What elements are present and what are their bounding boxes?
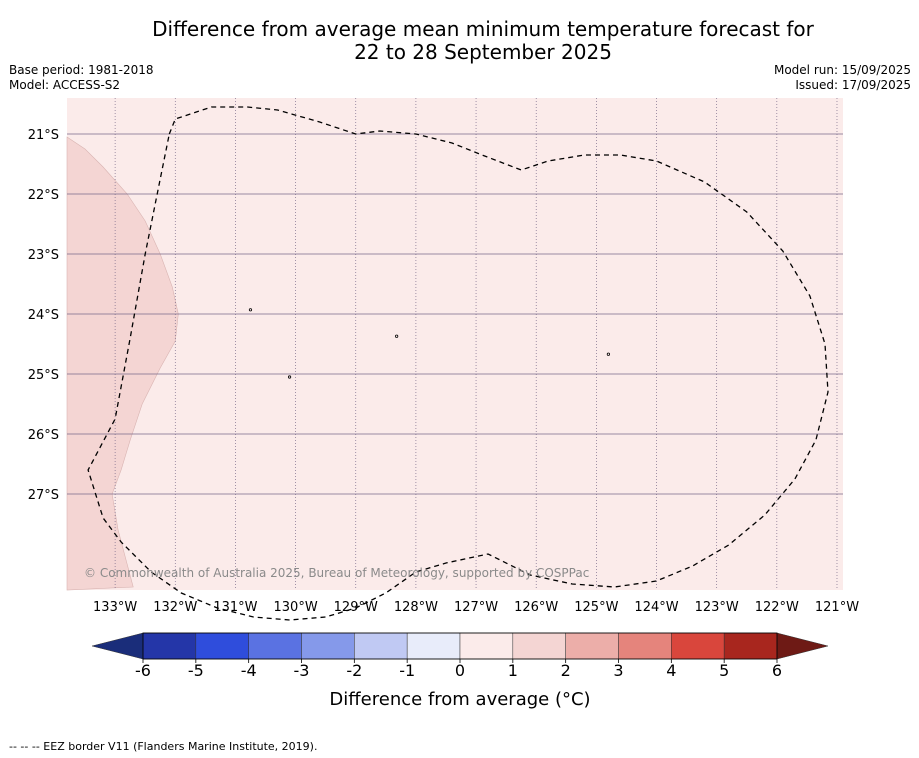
islands — [248, 308, 610, 379]
eez-footnote: -- -- -- EEZ border V11 (Flanders Marine… — [9, 740, 318, 753]
meta-left: Base period: 1981-2018 Model: ACCESS-S2 — [9, 63, 154, 93]
x-tick-label: 126°W — [514, 600, 558, 615]
x-tick-label: 125°W — [574, 600, 618, 615]
colorbar-segment — [142, 632, 197, 660]
colorbar-tick-label: 0 — [455, 661, 465, 680]
colorbar-tick-label: 6 — [772, 661, 782, 680]
y-tick-label: 27°S — [28, 488, 59, 503]
colorbar-tick-label: 2 — [561, 661, 571, 680]
y-tick-label: 23°S — [28, 248, 59, 263]
colorbar-tick-label: -6 — [135, 661, 151, 680]
model-name: Model: ACCESS-S2 — [9, 78, 121, 92]
colorbar-segment — [248, 632, 302, 660]
colorbar-segment — [195, 632, 249, 660]
y-axis-ticks: 21°S 22°S 23°S 24°S 25°S 26°S 27°S — [28, 128, 59, 503]
issued-date: Issued: 17/09/2025 — [795, 78, 911, 92]
x-tick-label: 129°W — [334, 600, 378, 615]
colorbar-tick-label: -5 — [188, 661, 204, 680]
colorbar-segment — [671, 632, 725, 660]
colorbar-segment — [618, 632, 672, 660]
y-tick-label: 24°S — [28, 308, 59, 323]
anomaly-region-1-to-2 — [66, 136, 179, 591]
colorbar-segment — [301, 632, 355, 660]
colorbar-segment — [565, 632, 619, 660]
copyright-text: © Commonwealth of Australia 2025, Bureau… — [84, 566, 589, 580]
title-line-1: Difference from average mean minimum tem… — [152, 17, 814, 41]
colorbar-tick-label: 1 — [508, 661, 518, 680]
island — [395, 334, 399, 338]
colorbar-tick-label: 5 — [719, 661, 729, 680]
eez-border — [87, 106, 829, 621]
colorbar-extend-low — [91, 632, 144, 660]
base-period: Base period: 1981-2018 — [9, 63, 154, 77]
island — [606, 352, 610, 356]
model-run: Model run: 15/09/2025 — [773, 63, 911, 77]
x-tick-label: 124°W — [634, 600, 678, 615]
colorbar-tick-label: -3 — [294, 661, 310, 680]
colorbar-extend-high — [776, 632, 829, 660]
colorbar-label: Difference from average (°C) — [329, 689, 590, 710]
x-tick-label: 128°W — [394, 600, 438, 615]
x-tick-label: 132°W — [153, 600, 197, 615]
island — [287, 375, 292, 379]
x-tick-label: 127°W — [454, 600, 498, 615]
colorbar-tick-label: 3 — [613, 661, 623, 680]
gridlines — [67, 98, 843, 590]
colorbar: -6 -5 -4 -3 -2 -1 0 1 2 3 4 5 6 — [91, 632, 829, 680]
y-tick-label: 26°S — [28, 428, 59, 443]
map-background — [67, 98, 843, 590]
x-tick-label: 121°W — [815, 600, 859, 615]
y-tick-label: 25°S — [28, 368, 59, 383]
y-tick-label: 21°S — [28, 128, 59, 143]
colorbar-segment — [459, 632, 514, 660]
map-area: © Commonwealth of Australia 2025, Bureau… — [66, 98, 843, 621]
colorbar-segment — [406, 632, 461, 660]
colorbar-tick-label: -1 — [399, 661, 415, 680]
x-axis-ticks: 133°W 132°W 131°W 130°W 129°W 128°W 127°W 126°W… — [93, 600, 859, 615]
colorbar-segment — [512, 632, 566, 660]
meta-right: Model run: 15/09/2025 Issued: 17/09/2025 — [774, 63, 911, 93]
y-tick-label: 22°S — [28, 188, 59, 203]
colorbar-tick-label: -4 — [241, 661, 257, 680]
colorbar-tick-label: -2 — [346, 661, 362, 680]
colorbar-tick-label: 4 — [666, 661, 676, 680]
x-tick-label: 133°W — [93, 600, 137, 615]
title-line-2: 22 to 28 September 2025 — [354, 40, 612, 64]
chart-title: Difference from average mean minimum tem… — [0, 18, 919, 64]
x-tick-label: 122°W — [755, 600, 799, 615]
x-tick-label: 130°W — [274, 600, 318, 615]
island — [248, 308, 253, 312]
colorbar-segment — [723, 632, 778, 660]
x-tick-label: 131°W — [213, 600, 257, 615]
x-tick-label: 123°W — [695, 600, 739, 615]
colorbar-segment — [354, 632, 408, 660]
